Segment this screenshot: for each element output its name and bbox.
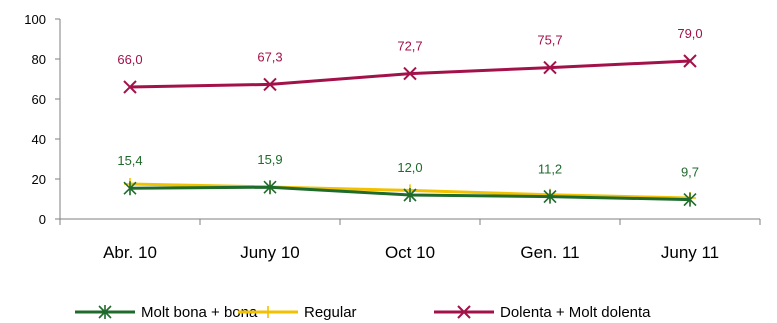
data-label: 79,0 [677, 26, 702, 41]
y-tick-label: 20 [32, 172, 46, 187]
y-tick-label: 0 [39, 212, 46, 227]
data-label: 72,7 [397, 39, 422, 54]
legend-item: Dolenta + Molt dolenta [434, 304, 651, 321]
asterisk-marker [683, 192, 697, 207]
data-label: 75,7 [537, 33, 562, 48]
plus-marker [262, 306, 274, 318]
asterisk-marker [98, 305, 112, 319]
legend-label: Molt bona + bona [141, 304, 258, 321]
data-label: 9,7 [681, 165, 699, 180]
x-tick-label: Juny 11 [661, 243, 719, 262]
data-label: 11,2 [538, 162, 562, 177]
cross-marker [123, 80, 137, 94]
x-tick-label: Juny 10 [240, 243, 300, 262]
chart-axes: 0 20 40 60 80 100 Abr. 10 Juny 10 Oct 10 Gen. 11 J… [24, 12, 761, 262]
cross-marker [683, 54, 697, 68]
chart-data-labels: 15,4 15,9 12,0 11,2 9,7 66,0 67,3 72,7 75,7 79,0 [117, 26, 702, 180]
data-label: 15,4 [117, 153, 142, 168]
y-tick-label: 40 [32, 132, 46, 147]
y-tick-label: 60 [32, 92, 46, 107]
series-dolenta-molt-dolenta [123, 54, 697, 94]
cross-marker [263, 77, 277, 92]
asterisk-marker [543, 189, 557, 204]
x-tick-label: Oct 10 [385, 243, 435, 262]
legend-label: Dolenta + Molt dolenta [500, 304, 651, 321]
data-label: 15,9 [257, 152, 282, 167]
asterisk-marker [403, 188, 417, 202]
legend-item: Regular [238, 304, 357, 321]
x-tick-label: Gen. 11 [520, 243, 579, 262]
y-tick-label: 100 [24, 12, 46, 27]
data-label: 12,0 [397, 160, 422, 175]
cross-marker [457, 305, 471, 319]
legend-item: Molt bona + bona [75, 304, 258, 321]
asterisk-marker [123, 181, 137, 196]
asterisk-marker [263, 180, 277, 195]
data-label: 67,3 [257, 49, 282, 64]
series-molt-bona-bona [123, 180, 697, 207]
chart-legend: Molt bona + bona Regular Dolenta + Molt do… [75, 304, 651, 321]
x-tick-label: Abr. 10 [103, 243, 157, 262]
legend-label: Regular [304, 304, 357, 321]
chart-series [123, 54, 697, 207]
cross-marker [543, 60, 557, 75]
cross-marker [403, 66, 417, 81]
data-label: 66,0 [117, 52, 142, 67]
y-tick-label: 80 [32, 52, 46, 67]
